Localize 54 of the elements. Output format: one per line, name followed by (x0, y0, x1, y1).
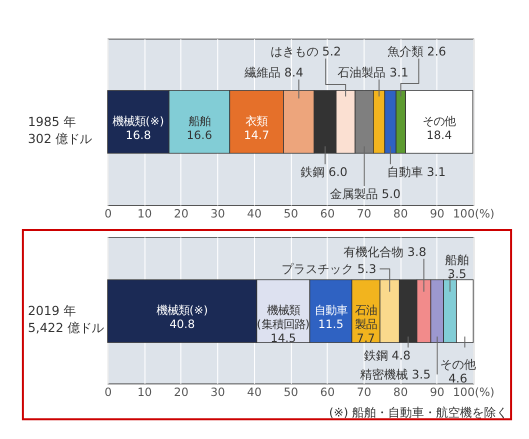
series-label: 鉄鋼 4.8 (364, 348, 411, 362)
y-tick-label: 2019 年 5,422 億ドル (28, 303, 104, 336)
data-label: 16.8 (126, 128, 152, 142)
text: (※) 船舶・自動車・航空機を除く (328, 405, 508, 420)
x-tick-label: 40 (247, 206, 262, 221)
x-tick-label: 30 (210, 206, 226, 221)
data-label: 40.8 (169, 317, 195, 332)
series-label: その他 (422, 114, 456, 128)
data-label: 14.5 (270, 331, 296, 346)
series-label: 自動車 (314, 303, 348, 318)
text: 金属製品 5.0 (330, 187, 401, 202)
x-tick-label: 0 (104, 206, 112, 221)
x-tick-label: 100(%) (452, 206, 495, 221)
x-tick-label: 10 (137, 206, 152, 221)
x-tick-label: 90 (430, 206, 444, 221)
x-tick-label: 10 (137, 384, 152, 399)
series-label: 有機化合物 3.8 (344, 244, 426, 259)
x-tick-label: 50 (284, 384, 298, 399)
x-tick-label: 70 (356, 206, 372, 221)
series-label: 機械類(※) (156, 303, 208, 318)
text: 精密機械 3.5 (360, 367, 431, 382)
text: 魚介類 2.6 (387, 44, 446, 59)
x-tick-label: 0 (104, 384, 112, 399)
data-label: 18.4 (426, 128, 452, 142)
text: はきもの 5.2 (270, 44, 342, 59)
x-tick-label: 20 (174, 384, 188, 399)
x-tick-label: 90 (430, 384, 444, 399)
x-tick-label: 60 (320, 206, 335, 221)
x-tick-label: 80 (393, 384, 408, 399)
series-label: プラスチック 5.3 (282, 262, 376, 276)
x-tick-label: 80 (393, 206, 408, 221)
series-label: 自動車 3.1 (386, 165, 446, 180)
x-tick-label: 60 (320, 384, 335, 399)
data-label: 7.7 (356, 331, 376, 346)
x-tick-label: 40 (247, 384, 262, 399)
series-label: 繊維品 8.4 (244, 66, 304, 80)
y-tick-label: 1985 年 302 億ドル (28, 114, 92, 146)
series-label: 鉄鋼 6.0 (300, 165, 348, 180)
x-tick-label: 70 (356, 384, 372, 399)
x-tick-label: 30 (210, 384, 226, 399)
data-label: 14.7 (244, 128, 270, 142)
x-tick-label: 100(%) (452, 384, 495, 399)
data-label: 16.6 (186, 128, 212, 142)
series-label: 石油製品 3.1 (338, 66, 408, 80)
series-label: 船舶 3.5 (444, 252, 469, 281)
data-label: 11.5 (318, 317, 344, 332)
series-label: 船舶 (188, 114, 210, 128)
x-tick-label: 50 (284, 206, 298, 221)
series-label: 石油製品 (354, 303, 377, 332)
series-label: 機械類(※) (112, 114, 164, 128)
series-label: その他 4.6 (440, 357, 476, 386)
x-tick-label: 20 (174, 206, 188, 221)
series-label: 機械類(集積回路) (256, 303, 310, 332)
series-label: 衣類 (246, 114, 268, 128)
